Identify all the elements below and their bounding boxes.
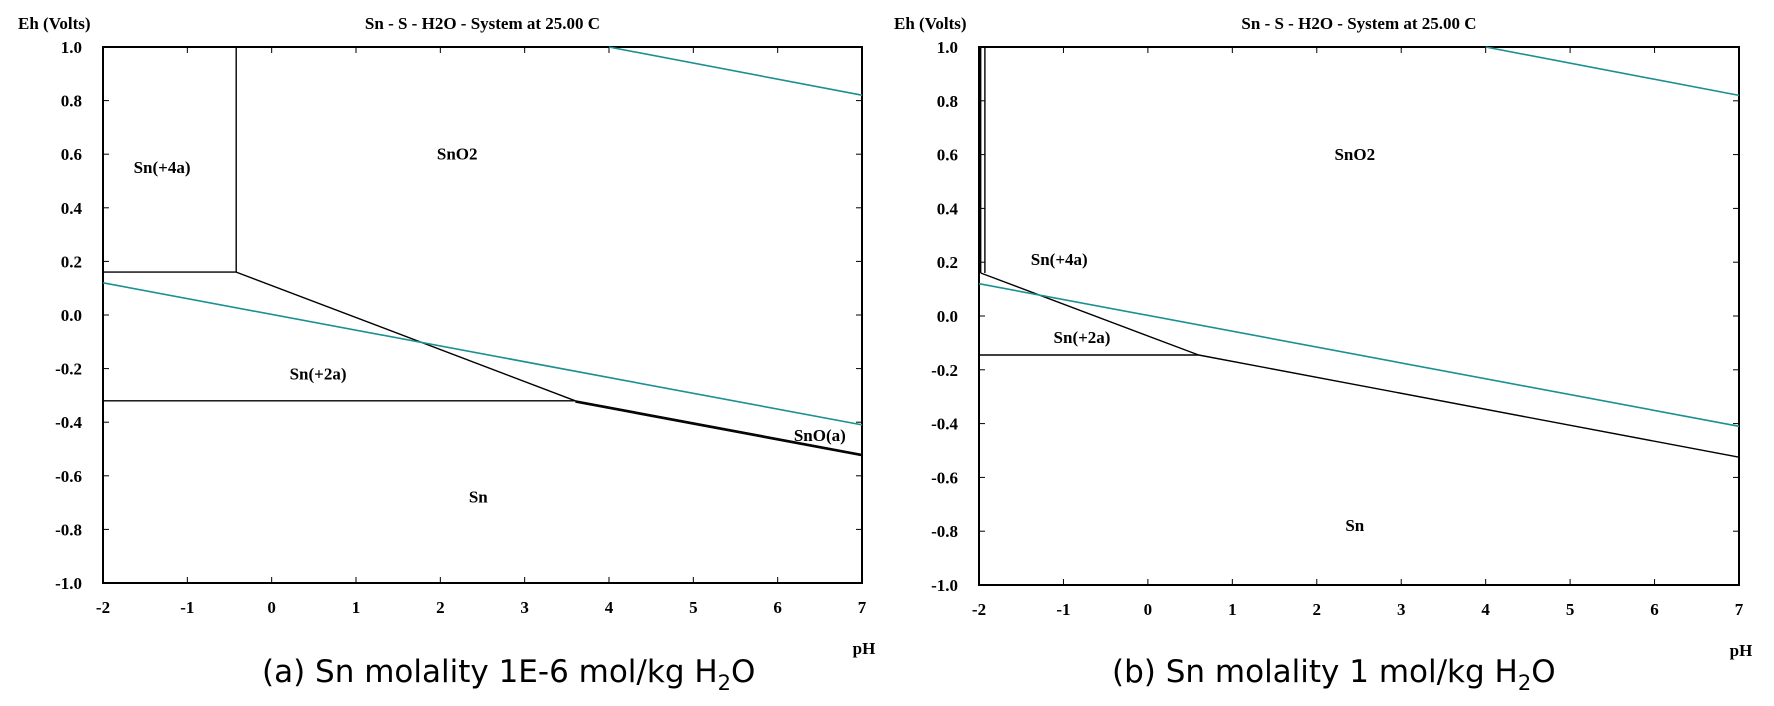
region-label: Sn(+4a) — [134, 158, 191, 177]
y-tick-label: -1.0 — [931, 576, 958, 595]
x-tick-label: 0 — [267, 598, 276, 617]
region-label: SnO(a) — [794, 426, 846, 445]
y-tick-label: -0.4 — [931, 415, 958, 434]
y-tick-label: 0.2 — [937, 253, 958, 272]
x-tick-label: 7 — [858, 598, 867, 617]
x-tick-label: -1 — [180, 598, 194, 617]
x-tick-label: 3 — [520, 598, 529, 617]
region-label: Sn(+2a) — [290, 364, 347, 383]
phase-boundary-line — [1198, 354, 1740, 458]
x-tick-label: 1 — [352, 598, 361, 617]
water-stability-line — [1485, 46, 1740, 97]
x-tick-label: 4 — [605, 598, 614, 617]
x-tick-label: 5 — [1566, 600, 1575, 619]
panel-a-caption-suffix: O — [731, 654, 755, 690]
x-tick-label: -1 — [1056, 600, 1070, 619]
x-tick-label: 6 — [773, 598, 782, 617]
panel-a-caption: (a) Sn molality 1E-6 mol/kg H2O — [262, 654, 755, 695]
y-axis-label: Eh (Volts) — [18, 14, 91, 33]
x-tick-label: 2 — [436, 598, 445, 617]
x-axis-label: pH — [1730, 641, 1753, 660]
phase-boundary-line — [575, 400, 863, 456]
x-tick-label: 6 — [1650, 600, 1659, 619]
y-tick-label: -0.2 — [931, 361, 958, 380]
x-tick-label: 5 — [689, 598, 698, 617]
y-tick-label: 0.8 — [61, 92, 82, 111]
panel-b-caption-suffix: O — [1531, 654, 1555, 690]
x-tick-label: 7 — [1735, 600, 1744, 619]
y-tick-label: -0.8 — [931, 522, 958, 541]
x-tick-label: -2 — [972, 600, 986, 619]
y-tick-label: -0.6 — [55, 467, 82, 486]
panel-b-chart: Sn - S - H2O - System at 25.00 C Eh (Volt… — [894, 14, 1752, 660]
water-stability-line — [608, 46, 863, 96]
panel-b-caption: (b) Sn molality 1 mol/kg H2O — [1112, 654, 1556, 695]
region-label: SnO2 — [437, 145, 478, 164]
y-tick-label: 1.0 — [937, 38, 958, 57]
region-label: Sn — [469, 488, 488, 507]
panel-a-caption-subscript: 2 — [718, 671, 731, 695]
y-tick-label: 0.4 — [61, 199, 83, 218]
y-tick-label: 1.0 — [61, 38, 82, 57]
phase-boundary-line — [235, 271, 576, 402]
region-label: Sn(+4a) — [1031, 250, 1088, 269]
y-tick-label: 0.6 — [61, 145, 82, 164]
y-tick-label: -0.8 — [55, 520, 82, 539]
chart-title: Sn - S - H2O - System at 25.00 C — [365, 14, 600, 33]
y-tick-label: 0.6 — [937, 146, 958, 165]
y-tick-label: 0.4 — [937, 199, 959, 218]
y-tick-label: -1.0 — [55, 574, 82, 593]
y-tick-label: 0.0 — [61, 306, 82, 325]
x-tick-label: 0 — [1144, 600, 1153, 619]
x-tick-label: -2 — [96, 598, 110, 617]
phase-boundary-line — [575, 401, 863, 457]
y-tick-label: 0.8 — [937, 92, 958, 111]
y-tick-label: -0.6 — [931, 468, 958, 487]
region-label: Sn — [1345, 516, 1364, 535]
x-tick-label: 4 — [1481, 600, 1490, 619]
water-stability-line — [102, 282, 863, 426]
phase-boundary-line — [980, 272, 1199, 356]
y-tick-label: -0.2 — [55, 360, 82, 379]
y-tick-label: 0.2 — [61, 252, 82, 271]
water-stability-line — [978, 282, 1740, 428]
x-tick-label: 2 — [1313, 600, 1322, 619]
x-tick-label: 1 — [1228, 600, 1237, 619]
y-axis-label: Eh (Volts) — [894, 14, 967, 33]
y-tick-label: 0.0 — [937, 307, 958, 326]
panel-a-chart: Sn - S - H2O - System at 25.00 C Eh (Volt… — [18, 14, 875, 658]
panel-b-caption-subscript: 2 — [1518, 671, 1531, 695]
x-tick-label: 3 — [1397, 600, 1406, 619]
chart-title: Sn - S - H2O - System at 25.00 C — [1241, 14, 1476, 33]
region-label: SnO2 — [1334, 145, 1375, 164]
x-axis-label: pH — [853, 639, 876, 658]
region-label: Sn(+2a) — [1054, 328, 1111, 347]
y-tick-label: -0.4 — [55, 413, 82, 432]
